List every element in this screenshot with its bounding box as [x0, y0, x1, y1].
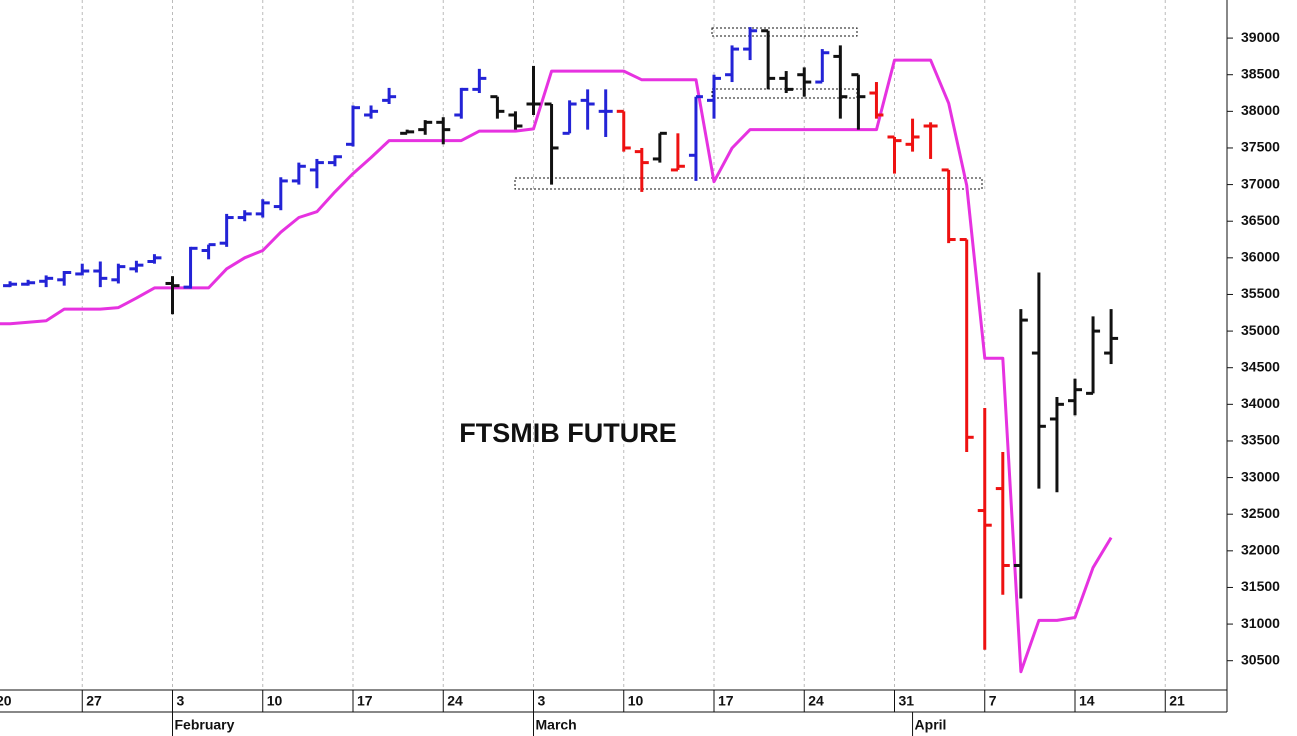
y-tick-label: 31500: [1241, 578, 1280, 594]
trend-line: [0, 58, 1113, 674]
month-label: April: [915, 717, 947, 733]
zone-box: [514, 177, 983, 190]
y-tick-label: 33500: [1241, 432, 1280, 448]
y-tick-label: 30500: [1241, 651, 1280, 667]
y-tick-label: 35000: [1241, 322, 1280, 338]
x-tick-label: 7: [989, 693, 997, 709]
y-tick-label: 39000: [1241, 29, 1280, 45]
y-tick-label: 36000: [1241, 249, 1280, 265]
month-label: March: [536, 717, 577, 733]
y-tick-label: 36500: [1241, 212, 1280, 228]
x-tick-label: 24: [808, 693, 824, 709]
x-tick-label: 17: [357, 693, 373, 709]
y-tick-label: 32000: [1241, 542, 1280, 558]
x-tick-label: 17: [718, 693, 734, 709]
zone-box: [711, 88, 858, 99]
x-tick-label: 14: [1079, 693, 1095, 709]
marks: [0, 27, 1119, 674]
x-tick-label: 24: [447, 693, 463, 709]
x-tick-label: 21: [1169, 693, 1185, 709]
y-tick-label: 37500: [1241, 139, 1280, 155]
x-tick-label: 20: [0, 693, 12, 709]
x-tick-label: 3: [538, 693, 546, 709]
x-tick-label: 31: [899, 693, 915, 709]
y-tick-label: 33000: [1241, 468, 1280, 484]
x-tick-label: 10: [267, 693, 283, 709]
y-tick-label: 38000: [1241, 102, 1280, 118]
x-tick-label: 10: [628, 693, 644, 709]
axes: 30500 31000 31500 32000 32500 33000 33500 34000…: [0, 29, 1280, 736]
y-tick-label: 31000: [1241, 615, 1280, 631]
y-tick-label: 37000: [1241, 175, 1280, 191]
y-tick-label: 32500: [1241, 505, 1280, 521]
y-tick-label: 35500: [1241, 285, 1280, 301]
month-label: February: [175, 717, 235, 733]
y-tick-label: 34000: [1241, 395, 1280, 411]
x-tick-label: 3: [177, 693, 185, 709]
zone-box: [711, 27, 858, 37]
chart-title: FTSMIB FUTURE: [459, 418, 676, 448]
y-tick-label: 38500: [1241, 65, 1280, 81]
grid: [81, 0, 1166, 690]
x-tick-label: 27: [86, 693, 102, 709]
y-tick-label: 34500: [1241, 358, 1280, 374]
